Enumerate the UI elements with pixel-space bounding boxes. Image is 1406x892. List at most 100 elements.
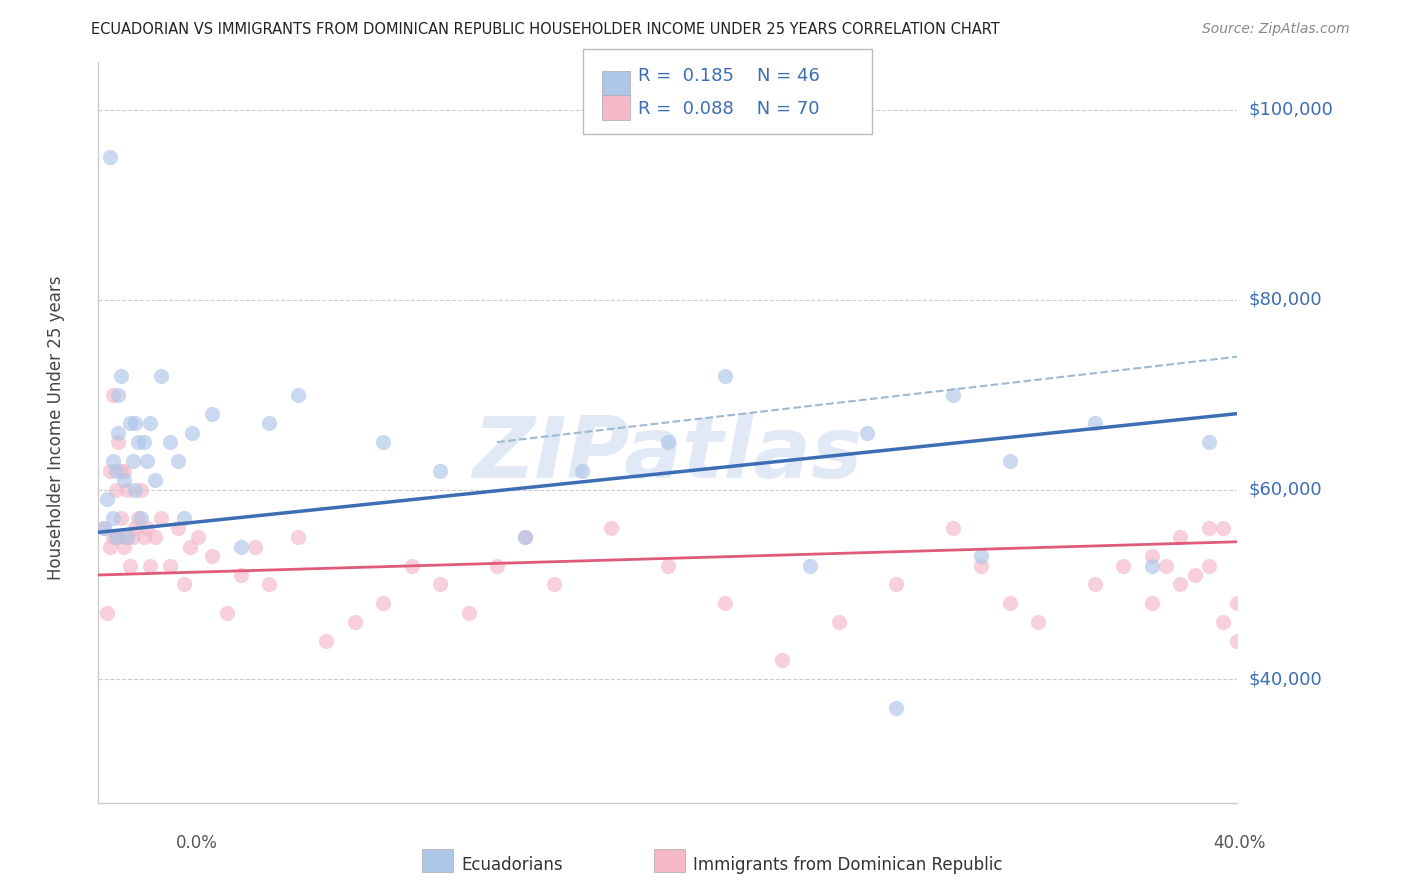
Point	[132, 530, 155, 544]
Point	[115, 530, 138, 544]
Point	[93, 520, 115, 534]
Point	[167, 454, 190, 468]
Point	[107, 387, 129, 401]
Point	[129, 511, 152, 525]
Point	[600, 520, 623, 534]
Point	[1140, 558, 1163, 573]
Point	[856, 425, 879, 440]
Text: Householder Income Under 25 years: Householder Income Under 25 years	[48, 276, 65, 581]
Point	[110, 464, 132, 478]
Point	[1198, 558, 1220, 573]
Point	[828, 615, 851, 630]
Point	[799, 558, 821, 573]
Text: 40.0%: 40.0%	[1213, 834, 1265, 852]
Text: $40,000: $40,000	[1249, 671, 1322, 689]
Point	[429, 577, 451, 591]
Point	[112, 473, 135, 487]
Point	[145, 473, 167, 487]
Text: $60,000: $60,000	[1249, 481, 1322, 499]
Point	[132, 435, 155, 450]
Point	[159, 435, 181, 450]
Point	[373, 435, 395, 450]
Point	[571, 464, 593, 478]
Point	[1140, 549, 1163, 563]
Text: Source: ZipAtlas.com: Source: ZipAtlas.com	[1202, 22, 1350, 37]
Point	[138, 416, 160, 430]
Point	[179, 540, 201, 554]
Point	[201, 407, 224, 421]
Text: Immigrants from Dominican Republic: Immigrants from Dominican Republic	[693, 856, 1002, 874]
Point	[104, 483, 127, 497]
Point	[315, 634, 337, 648]
Point	[1170, 530, 1192, 544]
Point	[215, 606, 238, 620]
Point	[1198, 435, 1220, 450]
Point	[1184, 568, 1206, 582]
Point	[173, 511, 195, 525]
Point	[1198, 520, 1220, 534]
Point	[167, 520, 190, 534]
Text: 0.0%: 0.0%	[176, 834, 218, 852]
Point	[259, 416, 281, 430]
Point	[96, 491, 118, 506]
Point	[145, 530, 167, 544]
Point	[942, 387, 965, 401]
Point	[110, 368, 132, 383]
Point	[135, 454, 157, 468]
Point	[515, 530, 537, 544]
Point	[115, 530, 138, 544]
Point	[107, 435, 129, 450]
Point	[150, 368, 173, 383]
Point	[124, 520, 146, 534]
Point	[373, 597, 395, 611]
Point	[486, 558, 509, 573]
Point	[93, 520, 115, 534]
Point	[124, 483, 146, 497]
Point	[1212, 520, 1234, 534]
Point	[104, 530, 127, 544]
Point	[401, 558, 423, 573]
Point	[229, 568, 252, 582]
Point	[1212, 615, 1234, 630]
Point	[129, 483, 152, 497]
Point	[101, 530, 124, 544]
Text: Ecuadorians: Ecuadorians	[461, 856, 562, 874]
Point	[970, 549, 993, 563]
Text: R =  0.088    N = 70: R = 0.088 N = 70	[638, 100, 820, 118]
Point	[104, 464, 127, 478]
Point	[1170, 577, 1192, 591]
Point	[1226, 597, 1249, 611]
Point	[1084, 416, 1107, 430]
Point	[115, 483, 138, 497]
Point	[287, 530, 309, 544]
Point	[1140, 597, 1163, 611]
Text: ZIPatlas: ZIPatlas	[472, 413, 863, 496]
Point	[159, 558, 181, 573]
Point	[150, 511, 173, 525]
Point	[135, 520, 157, 534]
Point	[127, 435, 149, 450]
Point	[657, 435, 679, 450]
Text: R =  0.185    N = 46: R = 0.185 N = 46	[638, 67, 820, 85]
Point	[343, 615, 366, 630]
Point	[101, 511, 124, 525]
Point	[998, 454, 1021, 468]
Point	[1226, 634, 1249, 648]
Point	[970, 558, 993, 573]
Text: ECUADORIAN VS IMMIGRANTS FROM DOMINICAN REPUBLIC HOUSEHOLDER INCOME UNDER 25 YEA: ECUADORIAN VS IMMIGRANTS FROM DOMINICAN …	[91, 22, 1000, 37]
Point	[98, 540, 121, 554]
Point	[101, 454, 124, 468]
Text: $80,000: $80,000	[1249, 291, 1322, 309]
Point	[942, 520, 965, 534]
Point	[101, 387, 124, 401]
Text: $100,000: $100,000	[1249, 101, 1333, 119]
Point	[127, 511, 149, 525]
Point	[714, 368, 737, 383]
Point	[1154, 558, 1177, 573]
Point	[515, 530, 537, 544]
Point	[181, 425, 204, 440]
Point	[121, 454, 143, 468]
Point	[107, 425, 129, 440]
Point	[770, 653, 793, 667]
Point	[259, 577, 281, 591]
